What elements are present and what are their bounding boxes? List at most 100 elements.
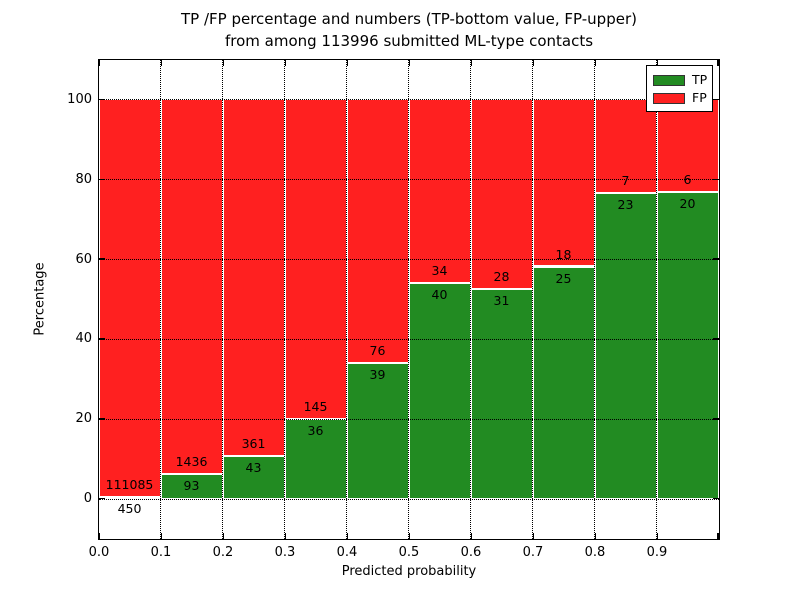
x-tick-label: 0.5 [398, 545, 420, 560]
legend-label-fp: FP [692, 90, 707, 105]
bar-count-label-fp: 76 [369, 343, 386, 359]
gridline-x [160, 59, 161, 539]
gridline-y [98, 179, 719, 181]
y-tick-label: 80 [75, 171, 92, 187]
y-tick [98, 258, 105, 260]
y-tick [98, 178, 105, 180]
bar-count-label-fp: 7 [621, 172, 630, 188]
legend-swatch-tp [653, 74, 685, 86]
legend-item-fp: FP [653, 89, 712, 107]
gridline-x [222, 59, 223, 539]
bar-segment-tp [594, 192, 657, 499]
x-axis-label: Predicted probability [341, 564, 477, 579]
x-tick [98, 532, 100, 539]
bar-segment-fp [408, 99, 471, 283]
bar-segment-fp [222, 99, 285, 457]
bar-count-label-fp: 28 [493, 268, 510, 284]
gridline-y [98, 338, 719, 340]
x-tick [222, 532, 224, 539]
x-tick [408, 59, 410, 66]
bar-count-label-tp: 43 [245, 460, 262, 476]
chart-title-line2: from among 113996 submitted ML-type cont… [224, 32, 594, 50]
x-tick [470, 59, 472, 66]
bar-segment-tp [408, 282, 471, 499]
x-tick [222, 59, 224, 66]
x-tick-label: 0.0 [88, 545, 110, 560]
bar-count-label-fp: 18 [555, 246, 572, 262]
gridline-y [98, 99, 719, 101]
x-tick [346, 532, 348, 539]
y-tick [712, 338, 719, 340]
x-tick-label: 0.8 [584, 545, 606, 560]
bar-count-label-fp: 145 [303, 399, 328, 415]
bar-count-label-tp: 450 [117, 500, 142, 516]
bar-segment-tp [656, 191, 719, 499]
bar-count-label-fp: 6 [683, 171, 692, 187]
bar-segment-tp [346, 363, 409, 499]
gridline-x [284, 59, 285, 539]
y-tick-label: 60 [75, 251, 92, 267]
x-tick [717, 532, 719, 539]
x-tick-label: 0.2 [212, 545, 234, 560]
legend: TP FP [646, 65, 713, 112]
legend-item-tp: TP [653, 71, 712, 89]
y-tick [712, 497, 719, 500]
gridline-y [98, 418, 719, 420]
bar-count-label-tp: 31 [493, 292, 510, 308]
bar-count-label-tp: 25 [555, 270, 572, 286]
x-tick [284, 59, 286, 66]
x-tick [532, 59, 534, 66]
bar-segment-fp [532, 99, 595, 267]
bar-count-label-tp: 36 [307, 423, 324, 439]
bar-count-label-tp: 20 [679, 195, 696, 211]
chart-title-line1: TP /FP percentage and numbers (TP-bottom… [181, 10, 637, 28]
legend-label-tp: TP [692, 72, 708, 87]
plot-area: 111085 450 1436 93 361 43 145 36 76 39 34 40 28 31 18 2… [97, 58, 720, 540]
x-tick [656, 532, 658, 539]
x-tick-label: 0.6 [460, 545, 482, 560]
legend-swatch-fp [653, 92, 685, 104]
x-tick [470, 532, 472, 539]
bar-count-label-fp: 1436 [175, 454, 208, 470]
y-tick-label: 40 [75, 331, 92, 347]
gridline-x [532, 59, 533, 539]
bar-segment-tp [532, 266, 595, 499]
bar-count-label-tp: 39 [369, 367, 386, 383]
chart-title: TP /FP percentage and numbers (TP-bottom… [99, 8, 719, 52]
bar-segment-fp [470, 99, 533, 289]
x-tick [160, 59, 162, 66]
gridline-y [98, 498, 719, 500]
x-tick [284, 532, 286, 539]
bar-count-label-fp: 34 [431, 262, 448, 278]
x-tick-label: 0.3 [274, 545, 296, 560]
x-tick [160, 532, 162, 539]
y-tick [98, 418, 105, 420]
gridline-x [656, 59, 657, 539]
x-tick [346, 59, 348, 66]
x-tick [717, 59, 719, 66]
y-tick-label: 100 [67, 91, 92, 107]
bar-segment-tp [222, 456, 285, 499]
x-tick [594, 532, 596, 539]
gridline-x [408, 59, 409, 539]
y-axis-label: Percentage [32, 262, 48, 336]
x-tick [532, 532, 534, 539]
y-tick-label: 0 [83, 491, 92, 507]
bar-count-label-tp: 93 [183, 478, 200, 494]
x-tick-label: 0.1 [150, 545, 172, 560]
bar-segment-tp [160, 474, 223, 499]
gridline-y [98, 259, 719, 261]
x-tick [408, 532, 410, 539]
x-tick [594, 59, 596, 66]
x-tick [656, 59, 658, 66]
y-tick [98, 497, 105, 500]
y-tick-label: 20 [75, 411, 92, 427]
bar-segment-tp [470, 288, 533, 499]
x-tick-label: 0.7 [522, 545, 544, 560]
bar-segment-fp [346, 99, 409, 364]
gridline-x [346, 59, 347, 539]
x-tick [98, 59, 100, 66]
bar-segment-fp [656, 99, 719, 192]
bar-segment-fp [98, 99, 161, 497]
